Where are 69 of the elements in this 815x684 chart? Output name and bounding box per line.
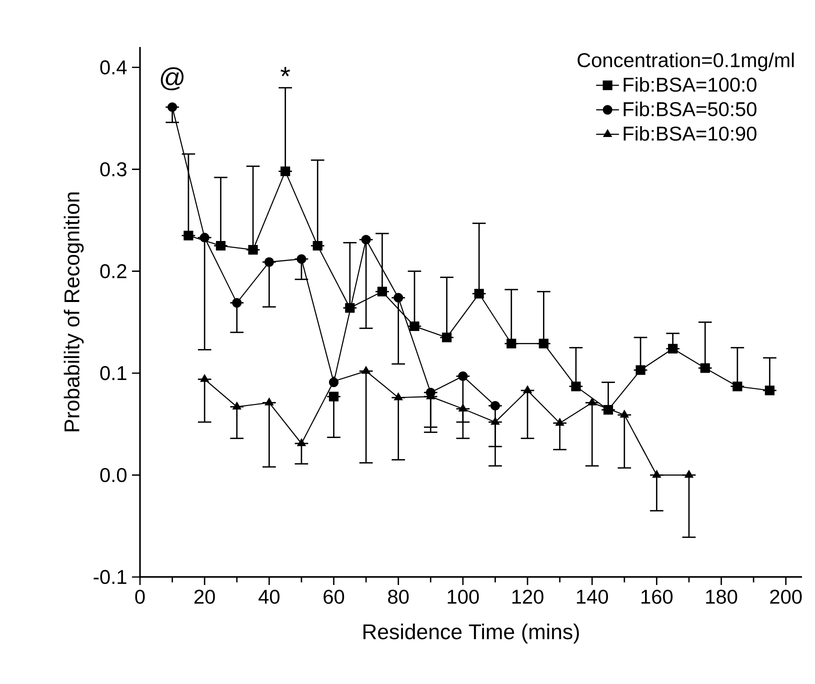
point bbox=[490, 400, 500, 411]
y-tick-label: 0.1 bbox=[100, 366, 126, 380]
legend-title: Concentration=0.1mg/ml bbox=[578, 52, 794, 72]
point bbox=[732, 382, 742, 392]
x-tick-label: 120 bbox=[512, 590, 544, 604]
point bbox=[167, 102, 178, 112]
point bbox=[394, 292, 404, 303]
point bbox=[474, 288, 484, 298]
y-tick-label: 0.0 bbox=[100, 468, 126, 482]
point bbox=[394, 392, 403, 400]
point bbox=[668, 344, 678, 354]
point bbox=[345, 303, 355, 313]
point bbox=[571, 382, 581, 392]
x-tick-label: 20 bbox=[194, 590, 215, 604]
point bbox=[684, 470, 694, 478]
point bbox=[458, 371, 468, 381]
point bbox=[588, 398, 596, 406]
y-tick-label: 0.2 bbox=[100, 264, 126, 278]
point bbox=[458, 404, 468, 412]
point bbox=[330, 376, 338, 384]
y-tick-label: 0.3 bbox=[100, 162, 126, 176]
point bbox=[377, 286, 387, 296]
point bbox=[556, 418, 564, 426]
point bbox=[490, 417, 500, 425]
point bbox=[362, 366, 370, 374]
x-axis-title: Residence Time (mins) bbox=[363, 624, 579, 644]
x-tick-label: 100 bbox=[448, 590, 479, 604]
x-tick-label: 200 bbox=[770, 590, 802, 604]
point bbox=[652, 470, 661, 478]
annotation: @ bbox=[160, 67, 184, 90]
point bbox=[184, 230, 194, 240]
point bbox=[636, 365, 646, 375]
point bbox=[700, 363, 710, 373]
point bbox=[296, 254, 306, 264]
point bbox=[232, 402, 242, 410]
point bbox=[264, 257, 274, 267]
point bbox=[764, 386, 775, 396]
annotation: * bbox=[280, 66, 290, 76]
point bbox=[442, 332, 452, 342]
point bbox=[297, 438, 306, 446]
point bbox=[280, 166, 290, 176]
point bbox=[506, 338, 516, 348]
x-tick-label: 180 bbox=[706, 590, 738, 604]
x-tick-label: 0 bbox=[135, 590, 145, 604]
point bbox=[248, 245, 258, 255]
legend-label: Fib:BSA=50:50 bbox=[624, 102, 756, 116]
legend-label: Fib:BSA=100:0 bbox=[624, 77, 756, 92]
point bbox=[200, 374, 209, 382]
point bbox=[328, 392, 339, 402]
x-tick-label: 80 bbox=[388, 590, 409, 604]
point bbox=[264, 398, 274, 406]
x-tick-label: 60 bbox=[324, 590, 344, 604]
point bbox=[603, 405, 614, 415]
y-axis-title: Probability of Recognition bbox=[64, 192, 84, 432]
y-tick-label: 0.4 bbox=[100, 60, 127, 74]
point bbox=[361, 234, 371, 244]
point bbox=[523, 386, 532, 394]
point bbox=[410, 321, 420, 332]
point bbox=[312, 240, 322, 251]
point bbox=[232, 298, 242, 308]
x-tick-label: 160 bbox=[642, 590, 673, 604]
x-tick-label: 40 bbox=[258, 590, 280, 604]
legend-label: Fib:BSA=10:90 bbox=[624, 126, 756, 141]
point bbox=[538, 338, 548, 348]
y-tick-label: -0.1 bbox=[94, 570, 126, 584]
x-tick-label: 140 bbox=[576, 590, 608, 604]
point bbox=[216, 240, 226, 251]
point bbox=[200, 232, 210, 242]
point bbox=[620, 410, 629, 418]
